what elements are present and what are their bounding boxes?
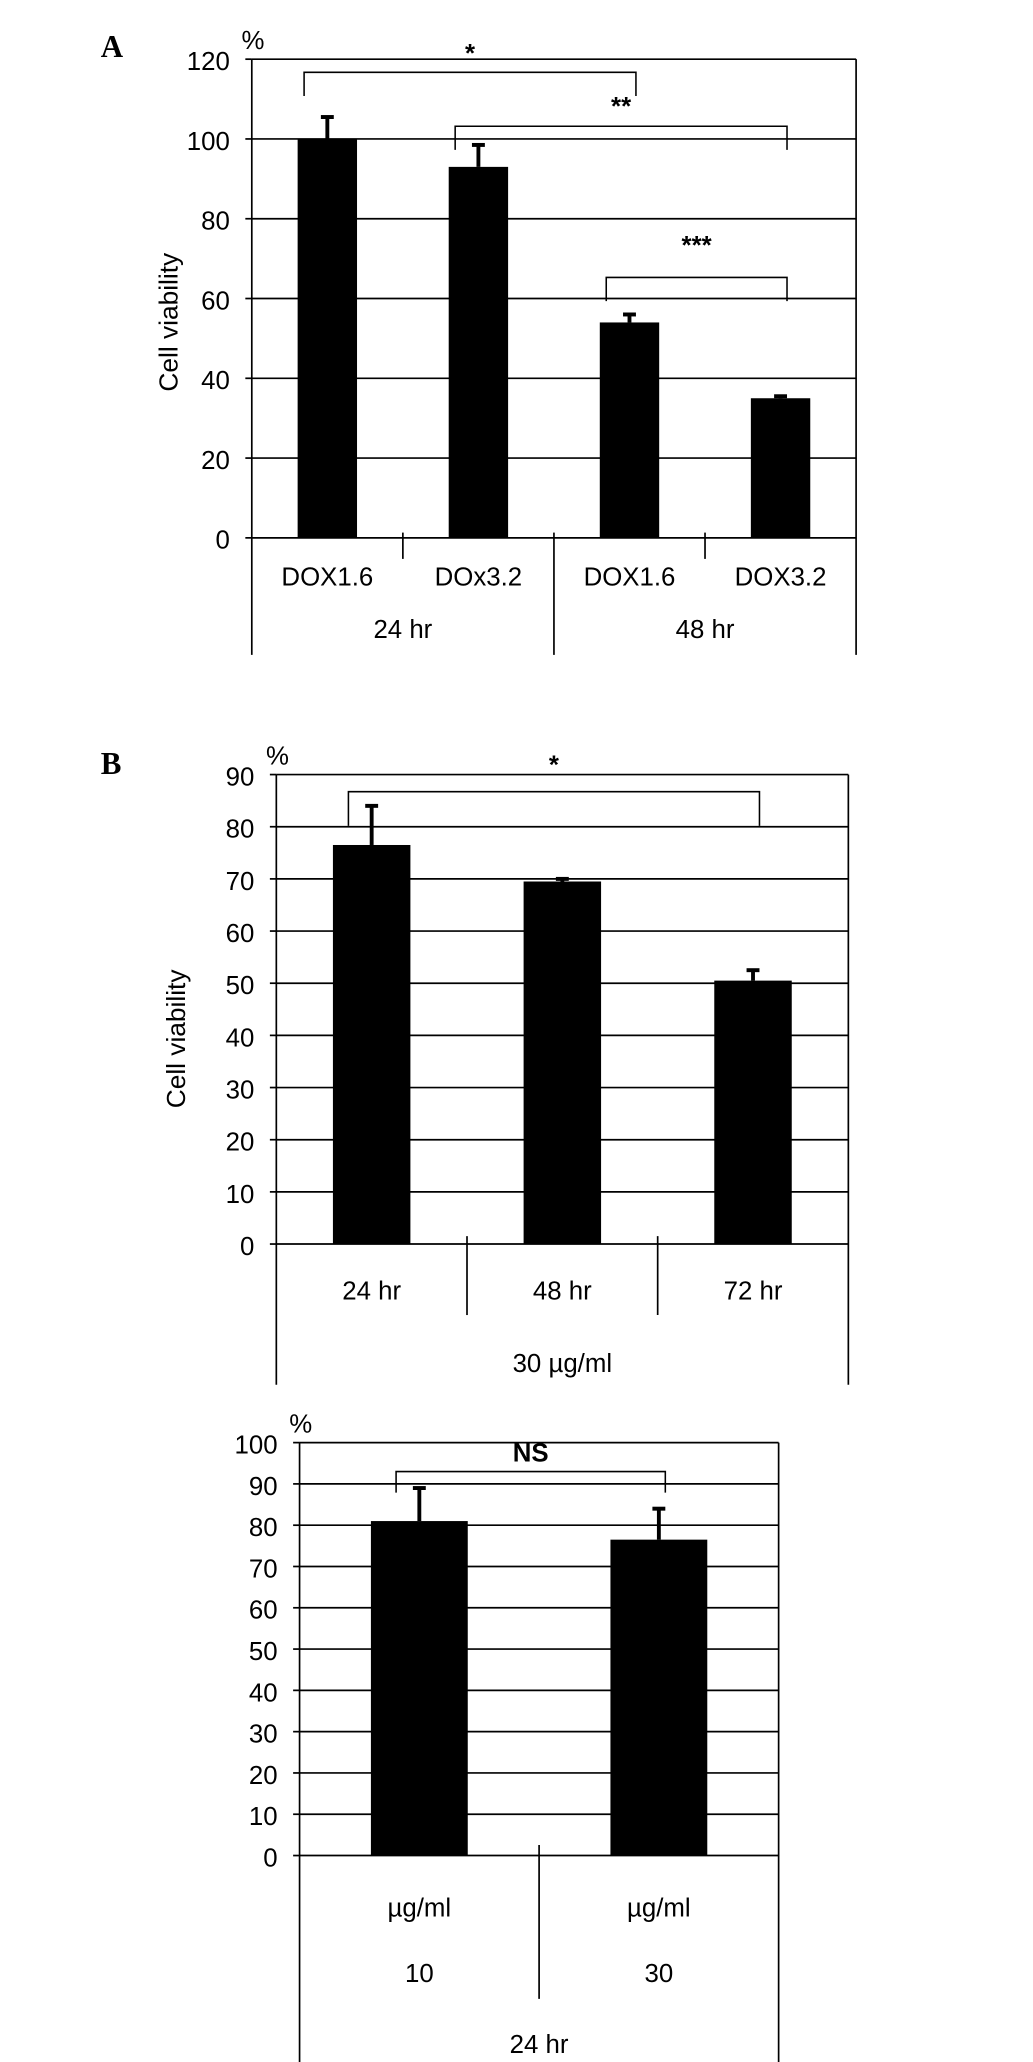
significance-bracket	[303, 71, 637, 96]
significance-bracket	[605, 276, 788, 302]
group-label: 24 hr	[373, 614, 432, 644]
bar	[599, 322, 660, 538]
y-tick-label: 60	[201, 285, 230, 315]
y-tick-label: 40	[226, 1022, 255, 1052]
y-tick-label: 30	[249, 1718, 278, 1748]
significance-bracket	[347, 790, 761, 826]
significance-bracket	[454, 125, 788, 150]
bar	[610, 1539, 708, 1856]
significance-label: ***	[682, 230, 713, 260]
x-tick-unit: µg/ml	[388, 1892, 452, 1922]
y-axis-title: Cell viability	[161, 970, 191, 1109]
y-tick-label: 20	[201, 445, 230, 475]
y-tick-label: 80	[226, 813, 255, 843]
y-tick-label: 100	[235, 1429, 278, 1459]
significance-label: *	[465, 38, 476, 68]
bar	[523, 881, 602, 1245]
y-tick-label: 60	[249, 1594, 278, 1624]
group-label: 30 µg/ml	[513, 1348, 613, 1378]
panel-label: A	[101, 29, 124, 64]
y-tick-label: 70	[226, 866, 255, 896]
y-unit: %	[289, 1408, 312, 1438]
x-tick-label: 30	[645, 1958, 674, 1988]
y-tick-label: 0	[263, 1842, 277, 1872]
x-tick-label: 48 hr	[533, 1275, 592, 1305]
y-axis-title: Cell viability	[153, 253, 183, 392]
y-tick-label: 0	[215, 525, 229, 555]
bar	[750, 398, 811, 538]
x-tick-label: DOX1.6	[584, 561, 676, 591]
y-unit: %	[266, 740, 289, 770]
significance-label: NS	[513, 1437, 549, 1467]
y-tick-label: 50	[249, 1636, 278, 1666]
y-tick-label: 10	[249, 1801, 278, 1831]
y-tick-label: 70	[249, 1553, 278, 1583]
x-tick-label: 10	[405, 1958, 434, 1988]
y-tick-label: 90	[249, 1471, 278, 1501]
bar	[297, 138, 358, 538]
x-tick-label: DOx3.2	[435, 561, 523, 591]
y-tick-label: 80	[249, 1512, 278, 1542]
y-tick-label: 20	[226, 1126, 255, 1156]
bar	[370, 1521, 468, 1856]
y-tick-label: 60	[226, 918, 255, 948]
significance-label: *	[549, 749, 560, 779]
y-tick-label: 120	[187, 46, 230, 76]
group-label: 24 hr	[510, 2029, 569, 2059]
y-unit: %	[241, 25, 264, 55]
y-tick-label: 40	[249, 1677, 278, 1707]
y-tick-label: 30	[226, 1074, 255, 1104]
y-tick-label: 10	[226, 1179, 255, 1209]
bar	[714, 980, 792, 1245]
x-tick-label: DOX1.6	[281, 561, 373, 591]
y-tick-label: 100	[187, 126, 230, 156]
bar	[448, 166, 509, 538]
y-tick-label: 90	[226, 761, 255, 791]
significance-label: **	[611, 91, 632, 121]
significance-bracket	[395, 1470, 667, 1493]
x-tick-unit: µg/ml	[627, 1892, 691, 1922]
x-tick-label: DOX3.2	[735, 561, 827, 591]
panel-label: B	[101, 746, 122, 781]
y-tick-label: 20	[249, 1760, 278, 1790]
y-tick-label: 40	[201, 365, 230, 395]
y-tick-label: 0	[240, 1231, 254, 1261]
x-tick-label: 24 hr	[342, 1275, 401, 1305]
y-tick-label: 50	[226, 970, 255, 1000]
y-tick-label: 80	[201, 205, 230, 235]
bar	[332, 844, 411, 1245]
x-tick-label: 72 hr	[724, 1275, 783, 1305]
group-label: 48 hr	[676, 614, 735, 644]
